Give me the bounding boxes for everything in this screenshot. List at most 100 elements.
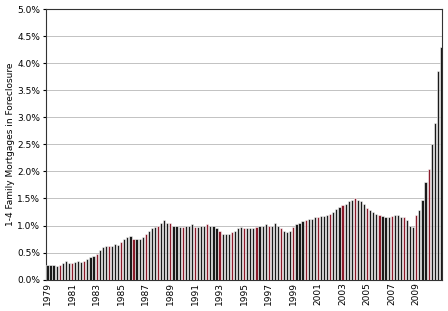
Bar	[172, 225, 175, 280]
Bar	[369, 210, 371, 280]
Bar	[302, 221, 304, 280]
Bar	[71, 263, 73, 280]
Bar	[206, 225, 208, 280]
Bar	[120, 242, 122, 280]
Bar	[375, 214, 377, 280]
Bar	[74, 262, 76, 280]
Bar	[203, 225, 205, 280]
Bar	[90, 257, 91, 280]
Bar	[434, 123, 436, 280]
Bar	[332, 212, 334, 280]
Bar	[292, 227, 294, 280]
Bar	[431, 144, 433, 280]
Bar	[326, 215, 328, 280]
Bar	[197, 227, 199, 280]
Bar	[142, 238, 144, 280]
Bar	[191, 225, 193, 280]
Bar	[126, 238, 129, 280]
Bar	[379, 215, 380, 280]
Bar	[351, 200, 353, 280]
Bar	[308, 219, 310, 280]
Bar	[228, 234, 230, 280]
Bar	[86, 259, 88, 280]
Bar	[262, 225, 264, 280]
Bar	[265, 225, 267, 280]
Bar	[323, 216, 325, 280]
Bar	[65, 261, 67, 280]
Bar	[188, 225, 190, 280]
Bar	[145, 234, 147, 280]
Bar	[384, 217, 387, 280]
Bar	[95, 254, 98, 280]
Bar	[286, 232, 288, 280]
Bar	[108, 246, 110, 280]
Bar	[231, 232, 233, 280]
Bar	[338, 207, 340, 280]
Bar	[437, 71, 439, 280]
Bar	[185, 225, 187, 280]
Bar	[298, 223, 301, 280]
Bar	[311, 219, 313, 280]
Bar	[391, 216, 393, 280]
Bar	[277, 225, 279, 280]
Bar	[169, 223, 172, 280]
Bar	[246, 228, 248, 280]
Bar	[372, 212, 375, 280]
Bar	[62, 263, 64, 280]
Bar	[268, 225, 270, 280]
Bar	[163, 220, 165, 280]
Bar	[249, 228, 251, 280]
Bar	[52, 265, 55, 280]
Bar	[357, 200, 359, 280]
Bar	[258, 225, 261, 280]
Bar	[224, 234, 227, 280]
Bar	[345, 204, 347, 280]
Bar	[151, 228, 153, 280]
Bar	[111, 246, 113, 280]
Bar	[157, 225, 159, 280]
Bar	[427, 169, 430, 280]
Bar	[360, 201, 362, 280]
Bar	[388, 217, 390, 280]
Bar	[440, 47, 442, 280]
Bar	[219, 231, 221, 280]
Bar	[424, 182, 426, 280]
Bar	[274, 223, 276, 280]
Bar	[409, 225, 411, 280]
Bar	[80, 262, 82, 280]
Bar	[341, 205, 344, 280]
Bar	[283, 231, 285, 280]
Bar	[77, 261, 79, 280]
Bar	[148, 231, 150, 280]
Bar	[123, 239, 125, 280]
Bar	[381, 216, 383, 280]
Bar	[271, 225, 273, 280]
Bar	[400, 217, 402, 280]
Bar	[289, 231, 291, 280]
Bar	[397, 215, 399, 280]
Bar	[305, 220, 307, 280]
Bar	[59, 265, 61, 280]
Bar	[222, 234, 224, 280]
Bar	[418, 210, 421, 280]
Bar	[363, 204, 365, 280]
Bar	[209, 225, 211, 280]
Bar	[335, 209, 337, 280]
Bar	[237, 228, 239, 280]
Bar	[280, 228, 282, 280]
Bar	[215, 228, 218, 280]
Bar	[160, 223, 162, 280]
Bar	[415, 215, 418, 280]
Bar	[181, 227, 184, 280]
Bar	[133, 239, 134, 280]
Bar	[114, 244, 116, 280]
Bar	[105, 246, 107, 280]
Bar	[329, 214, 332, 280]
Bar	[317, 217, 319, 280]
Bar	[255, 227, 258, 280]
Bar	[234, 231, 236, 280]
Bar	[403, 217, 405, 280]
Bar	[394, 215, 396, 280]
Bar	[129, 236, 132, 280]
Bar	[102, 247, 104, 280]
